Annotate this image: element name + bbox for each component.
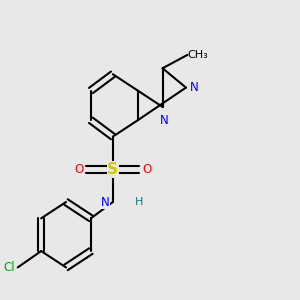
Text: Cl: Cl — [3, 261, 15, 274]
Text: S: S — [107, 162, 118, 177]
Text: N: N — [101, 196, 110, 208]
Text: O: O — [74, 163, 84, 176]
Text: CH₃: CH₃ — [188, 50, 208, 60]
Text: N: N — [160, 114, 168, 127]
Text: O: O — [142, 163, 151, 176]
Text: H: H — [135, 197, 143, 207]
Text: N: N — [190, 81, 199, 94]
